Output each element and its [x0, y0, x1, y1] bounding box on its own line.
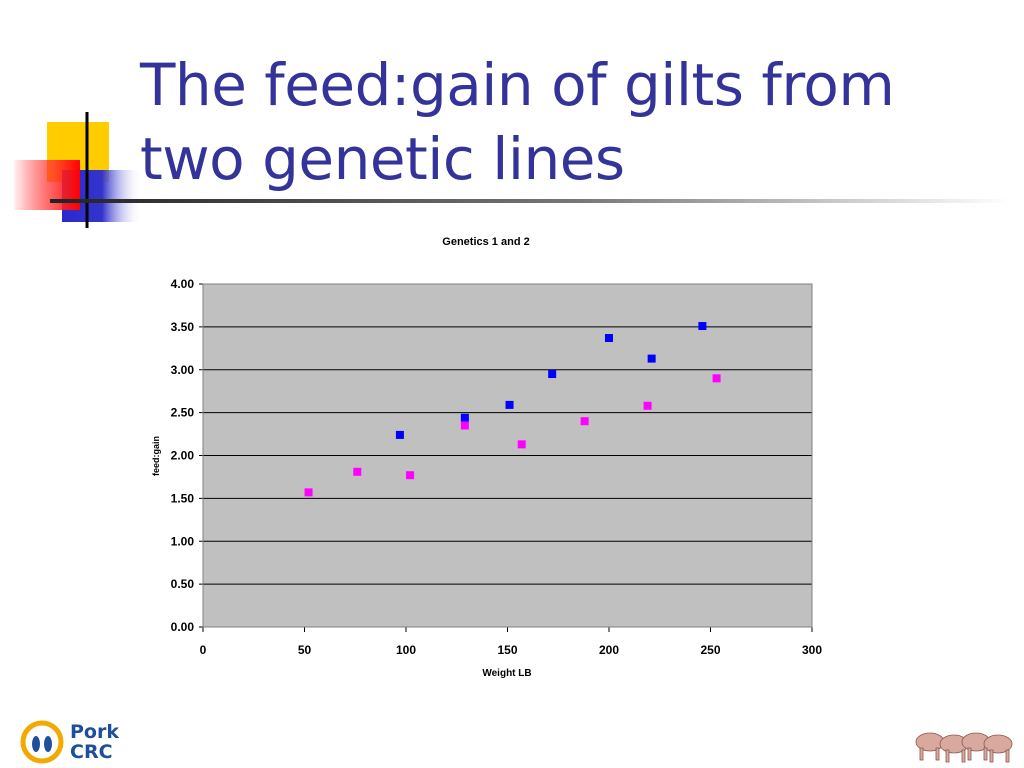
- x-tick-label: 200: [599, 643, 619, 657]
- logo-line1: Pork: [70, 721, 119, 743]
- data-points: [304, 322, 721, 497]
- data-point-series-1: [698, 322, 707, 331]
- data-point-series-1: [395, 430, 404, 439]
- slide-title-line1: The feed:gain of gilts from: [140, 51, 895, 119]
- y-tick-label: 0.50: [171, 577, 195, 591]
- x-tick-label: 250: [700, 643, 720, 657]
- x-tick-label: 150: [497, 643, 517, 657]
- x-axis-tick-labels: 0 50 100 150 200 250 300: [200, 643, 823, 657]
- y-tick-label: 3.00: [171, 363, 195, 377]
- data-point-series-2: [643, 401, 652, 410]
- axes: [199, 283, 813, 632]
- y-tick-label: 2.50: [171, 406, 195, 420]
- y-tick-label: 1.00: [171, 534, 195, 548]
- data-point-series-1: [460, 413, 469, 422]
- plot-border: [202, 283, 813, 628]
- x-tick-label: 100: [396, 643, 416, 657]
- data-point-series-2: [580, 417, 589, 426]
- pork-crc-logo-text: Pork CRC: [70, 722, 119, 762]
- data-point-series-1: [647, 354, 656, 363]
- data-point-series-1: [605, 334, 613, 343]
- data-point-series-2: [353, 467, 362, 476]
- x-tick-label: 300: [802, 643, 822, 657]
- y-axis-label: feed:gain: [151, 436, 161, 476]
- y-tick-label: 4.00: [171, 277, 195, 291]
- data-point-series-2: [460, 421, 469, 430]
- pigs-illustration: [915, 732, 1013, 763]
- slide-title: The feed:gain of gilts from two genetic …: [140, 48, 1000, 196]
- y-tick-label: 0.00: [171, 620, 195, 634]
- x-tick-label: 0: [200, 643, 207, 657]
- x-axis-label: Weight LB: [482, 668, 531, 679]
- pork-crc-logo-icon: [20, 720, 64, 764]
- logo-line2: CRC: [70, 741, 113, 763]
- y-tick-label: 1.50: [171, 491, 195, 505]
- data-point-series-2: [712, 374, 721, 383]
- slide-title-line2: two genetic lines: [140, 125, 625, 193]
- data-point-series-2: [304, 488, 313, 497]
- y-tick-label: 2.00: [171, 449, 195, 463]
- data-point-series-1: [548, 370, 557, 379]
- decorative-header-graphic: [14, 112, 1010, 228]
- title-divider-line: [50, 199, 1010, 203]
- y-tick-label: 3.50: [171, 320, 195, 334]
- y-axis-tick-labels: 0.00 0.50 1.00 1.50 2.00 2.50 3.00 3.50 4.00: [171, 277, 195, 634]
- data-point-series-2: [406, 471, 415, 480]
- data-point-series-2: [517, 440, 526, 449]
- data-point-series-1: [505, 400, 514, 409]
- chart-title: Genetics 1 and 2: [442, 236, 529, 248]
- x-tick-label: 50: [298, 643, 312, 657]
